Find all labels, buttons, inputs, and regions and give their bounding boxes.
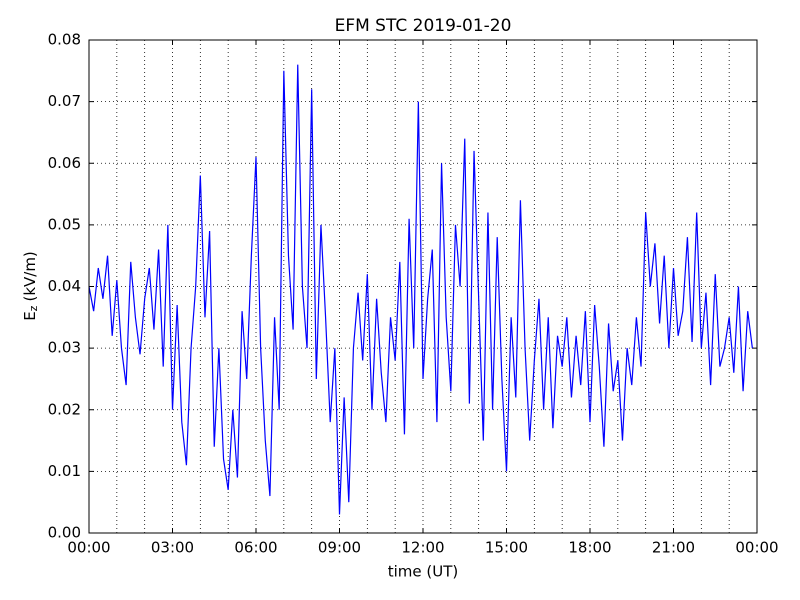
y-tick-label: 0.08 bbox=[48, 31, 81, 49]
chart-title: EFM STC 2019-01-20 bbox=[335, 16, 512, 36]
y-tick-label: 0.00 bbox=[48, 524, 81, 542]
y-tick-label: 0.05 bbox=[48, 215, 81, 233]
y-tick-label: 0.02 bbox=[48, 400, 81, 418]
x-tick-label: 00:00 bbox=[735, 539, 778, 557]
y-label-sub: z bbox=[27, 305, 40, 311]
x-tick-label: 15:00 bbox=[485, 539, 528, 557]
x-tick-label: 06:00 bbox=[234, 539, 277, 557]
y-axis-label: Ez (kV/m) bbox=[21, 251, 41, 321]
y-tick-label: 0.06 bbox=[48, 154, 81, 172]
x-tick-label: 18:00 bbox=[568, 539, 611, 557]
data-line bbox=[88, 64, 753, 515]
y-tick-label: 0.01 bbox=[48, 462, 81, 480]
y-tick-label: 0.03 bbox=[48, 339, 81, 357]
y-label-base: E bbox=[21, 311, 39, 320]
y-label-unit: (kV/m) bbox=[21, 251, 39, 301]
plot-frame bbox=[88, 39, 758, 534]
x-axis-label: time (UT) bbox=[388, 563, 459, 581]
x-tick-label: 03:00 bbox=[151, 539, 194, 557]
x-tick-label: 00:00 bbox=[67, 539, 110, 557]
y-tick-label: 0.07 bbox=[48, 92, 81, 110]
y-tick-label: 0.04 bbox=[48, 277, 81, 295]
x-tick-label: 09:00 bbox=[318, 539, 361, 557]
x-tick-label: 21:00 bbox=[652, 539, 695, 557]
x-tick-label: 12:00 bbox=[401, 539, 444, 557]
